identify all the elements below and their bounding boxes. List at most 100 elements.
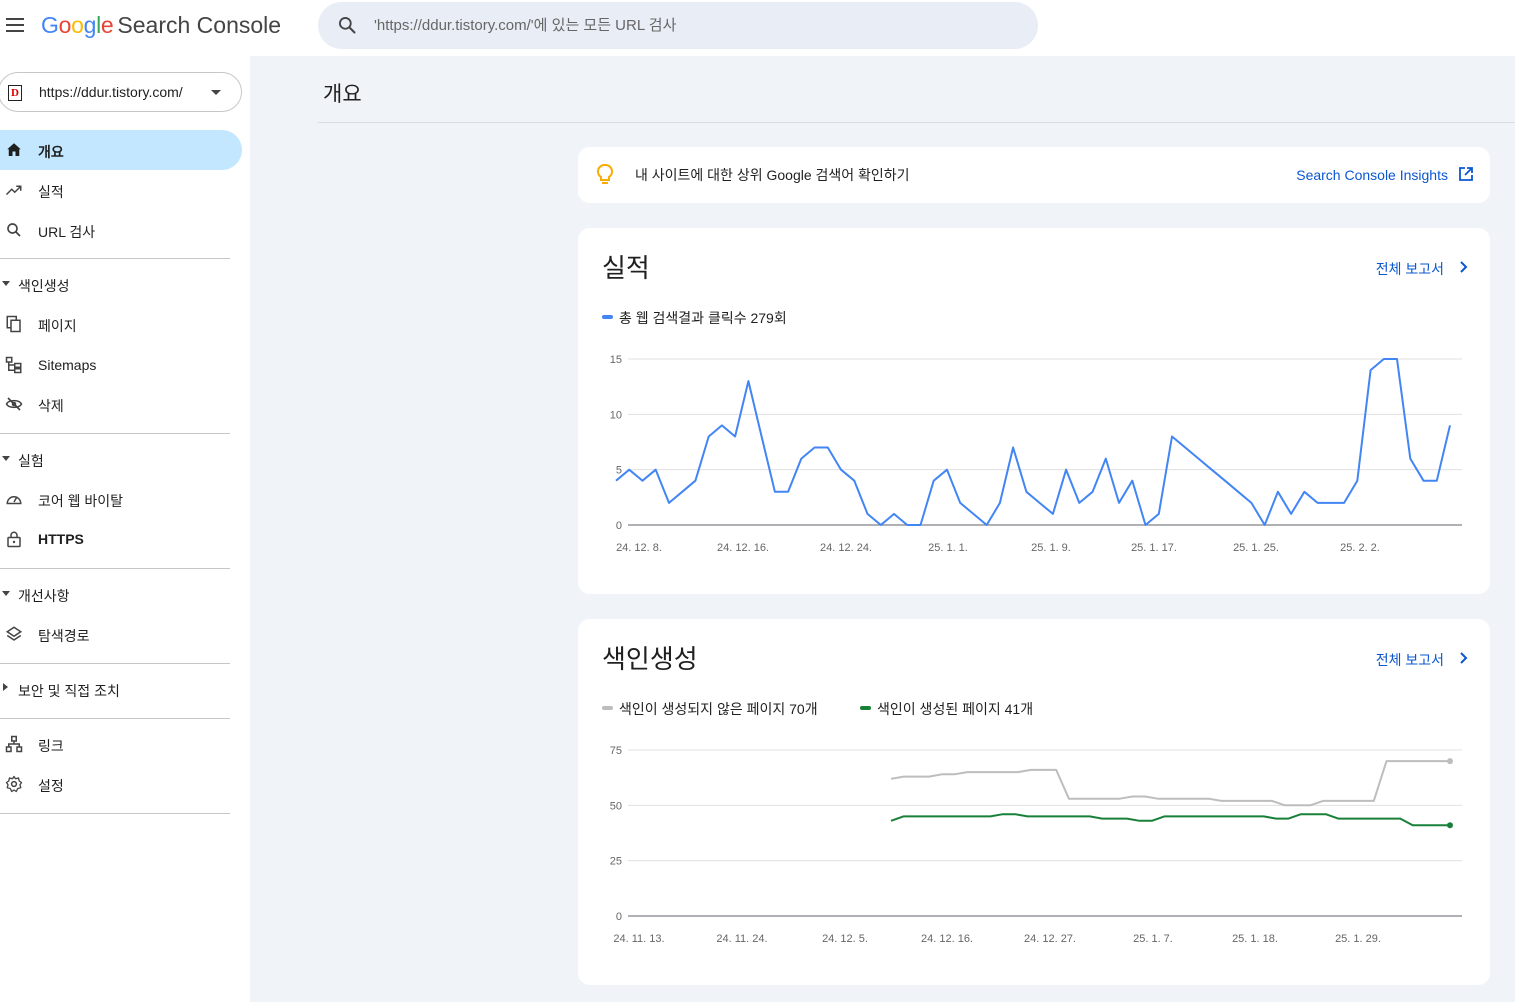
y-tick-label: 25 (610, 856, 622, 868)
series-end-point[interactable] (1447, 758, 1453, 765)
lock-icon (7, 531, 21, 548)
x-tick-label: 25. 1. 1. (928, 542, 968, 554)
legend-label: 색인이 생성된 페이지 41개 (877, 701, 1034, 717)
speed-icon (6, 496, 22, 505)
sidebar-item-links[interactable]: 링크 (0, 724, 242, 764)
lightbulb-icon (596, 164, 614, 184)
x-tick-label: 24. 12. 8. (616, 542, 662, 554)
sidebar-item-url-inspection[interactable]: URL 검사 (0, 210, 242, 250)
legend-item[interactable]: 색인이 생성되지 않은 페이지 70개 (602, 699, 818, 719)
caret-down-icon (2, 456, 10, 461)
x-tick-label: 25. 1. 25. (1233, 542, 1279, 554)
x-tick-label: 24. 12. 16. (921, 933, 973, 945)
sidebar-item-breadcrumbs[interactable]: 탐색경로 (0, 614, 242, 654)
full-report-link[interactable]: 전체 보고서 (1375, 652, 1444, 668)
menu-icon[interactable] (6, 18, 24, 32)
series-line[interactable] (890, 760, 1450, 807)
sidebar-item-label: URL 검사 (38, 224, 96, 240)
x-tick-label: 25. 1. 18. (1232, 933, 1278, 945)
section-label: 개선사항 (18, 588, 70, 604)
app-logo[interactable]: Google Search Console (41, 12, 281, 39)
sidebar-item-performance[interactable]: 실적 (0, 170, 242, 210)
top-bar: Google Search Console (0, 0, 1515, 56)
full-report-link[interactable]: 전체 보고서 (1375, 261, 1444, 277)
chart-legend: 색인이 생성되지 않은 페이지 70개 색인이 생성된 페이지 41개 (602, 699, 1071, 717)
layers-icon (5, 626, 23, 641)
performance-chart: 0 5 10 15 24. 12. 8. 24. 12. 16. 24. 12. 24. 25… (610, 354, 1462, 554)
legend-swatch (860, 706, 872, 711)
pages-icon (6, 315, 21, 333)
open-in-new-icon[interactable] (1458, 166, 1474, 182)
section-indexing[interactable]: 색인생성 (0, 269, 240, 299)
insights-link[interactable]: Search Console Insights (1296, 167, 1448, 183)
series-line[interactable] (615, 358, 1451, 526)
insights-text: 내 사이트에 대한 상위 Google 검색어 확인하기 (635, 167, 910, 183)
sidebar-item-settings[interactable]: 설정 (0, 764, 242, 804)
x-tick-label: 24. 12. 5. (822, 933, 868, 945)
y-tick-label: 50 (610, 800, 622, 812)
caret-down-icon (2, 281, 10, 286)
series-end-point[interactable] (1447, 822, 1453, 829)
card-title: 실적 (602, 253, 650, 283)
sidebar: D https://ddur.tistory.com/ 개요 실적 URL 검사… (0, 56, 250, 1002)
chevron-right-icon[interactable] (1458, 651, 1470, 665)
section-security[interactable]: 보안 및 직접 조치 (0, 674, 240, 704)
property-favicon: D (8, 85, 22, 101)
sidebar-item-label: 링크 (38, 738, 64, 754)
gear-icon (5, 775, 23, 793)
series-line[interactable] (890, 813, 1450, 827)
x-tick-label: 25. 1. 9. (1031, 542, 1071, 554)
chevron-right-icon[interactable] (1458, 260, 1470, 274)
logo-letter: G (41, 12, 59, 38)
sidebar-item-core-web-vitals[interactable]: 코어 웹 바이탈 (0, 479, 242, 519)
y-tick-label: 5 (616, 465, 622, 477)
caret-right-icon (3, 683, 8, 691)
search-input[interactable] (374, 2, 1014, 49)
x-tick-label: 25. 1. 7. (1133, 933, 1173, 945)
legend-item[interactable]: 색인이 생성된 페이지 41개 (860, 699, 1033, 719)
x-tick-label: 24. 11. 24. (716, 933, 767, 945)
eye-off-icon (5, 397, 23, 411)
section-experience[interactable]: 실험 (0, 444, 240, 474)
y-tick-label: 15 (610, 354, 622, 366)
y-tick-label: 0 (616, 520, 622, 532)
sidebar-item-label: 탐색경로 (38, 628, 90, 644)
logo-letter: g (83, 12, 97, 38)
legend-swatch (602, 315, 613, 320)
title-divider (318, 122, 1515, 123)
sidebar-divider (0, 813, 230, 814)
sidebar-item-label: HTTPS (38, 531, 84, 547)
logo-letter: e (100, 12, 114, 38)
page-title: 개요 (323, 83, 362, 106)
y-tick-label: 75 (610, 745, 622, 757)
sitemap-icon (5, 356, 22, 374)
indexing-chart: 0 25 50 75 24. 11. 13. 24. 11. 24. 24. 12. 5. 2… (610, 745, 1462, 945)
legend-item[interactable]: 총 웹 검색결과 클릭수 279회 (602, 308, 787, 328)
section-label: 실험 (18, 453, 44, 469)
sidebar-item-https[interactable]: HTTPS (0, 519, 242, 559)
links-icon (5, 735, 23, 753)
sidebar-item-sitemaps[interactable]: Sitemaps (0, 345, 242, 385)
sidebar-item-label: 페이지 (38, 318, 77, 334)
section-enhancements[interactable]: 개선사항 (0, 579, 240, 609)
google-logo-text: Google (41, 12, 114, 38)
sidebar-divider (0, 568, 230, 569)
property-selector[interactable]: D https://ddur.tistory.com/ (0, 72, 242, 112)
sidebar-item-removals[interactable]: 삭제 (0, 384, 242, 424)
y-tick-label: 0 (616, 911, 622, 923)
x-tick-label: 25. 1. 29. (1335, 933, 1381, 945)
sidebar-item-pages[interactable]: 페이지 (0, 304, 242, 344)
sidebar-divider (0, 258, 230, 259)
x-tick-label: 25. 1. 17. (1131, 542, 1177, 554)
product-name: Search Console (117, 12, 282, 38)
url-inspection-search[interactable] (318, 2, 1038, 49)
logo-letter: o (58, 12, 72, 38)
card-title: 색인생성 (602, 644, 698, 674)
trending-up-icon (5, 185, 22, 196)
sidebar-item-overview[interactable]: 개요 (0, 130, 242, 170)
search-icon[interactable] (337, 15, 357, 35)
x-tick-label: 24. 12. 16. (717, 542, 769, 554)
logo-letter: l (96, 12, 101, 38)
sidebar-item-label: 설정 (38, 778, 64, 794)
